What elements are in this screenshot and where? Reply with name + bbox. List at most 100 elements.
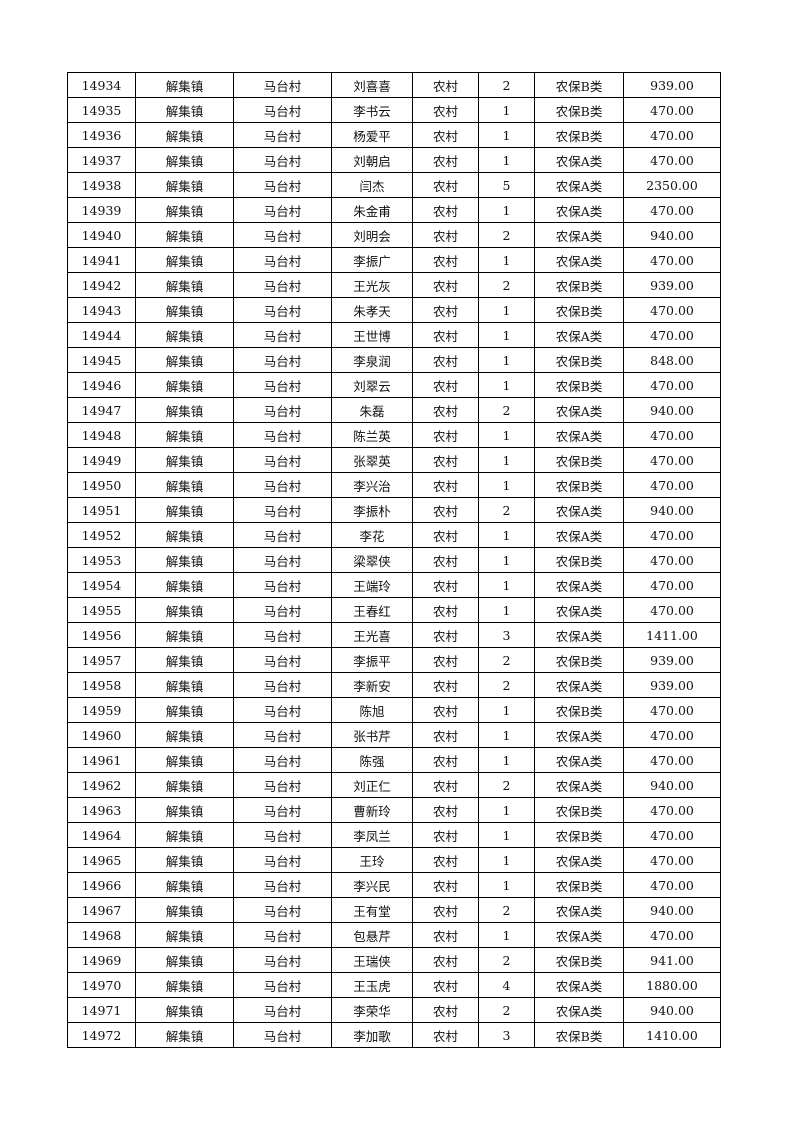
cell-insurance-category: 农保A类: [534, 747, 624, 773]
cell-household-size: 2: [478, 897, 535, 923]
cell-household-size: 3: [478, 622, 535, 648]
cell-household-size: 4: [478, 972, 535, 998]
cell-village: 马台村: [233, 997, 332, 1023]
cell-row-id: 14963: [67, 797, 136, 823]
cell-amount: 939.00: [623, 672, 721, 698]
cell-insurance-category: 农保A类: [534, 922, 624, 948]
cell-household-size: 1: [478, 597, 535, 623]
cell-area-type: 农村: [412, 97, 479, 123]
cell-village: 马台村: [233, 447, 332, 473]
cell-village: 马台村: [233, 397, 332, 423]
cell-amount: 939.00: [623, 647, 721, 673]
table-row: 14969 解集镇 马台村 王瑞侠 农村 2 农保B类 941.00: [67, 947, 721, 973]
cell-name: 李书云: [331, 97, 413, 123]
cell-household-size: 5: [478, 172, 535, 198]
cell-area-type: 农村: [412, 572, 479, 598]
cell-insurance-category: 农保A类: [534, 722, 624, 748]
table-row: 14955 解集镇 马台村 王春红 农村 1 农保A类 470.00: [67, 597, 721, 623]
cell-household-size: 3: [478, 1022, 535, 1048]
table-row: 14938 解集镇 马台村 闫杰 农村 5 农保A类 2350.00: [67, 172, 721, 198]
cell-household-size: 1: [478, 422, 535, 448]
cell-area-type: 农村: [412, 747, 479, 773]
cell-insurance-category: 农保A类: [534, 322, 624, 348]
table-row: 14965 解集镇 马台村 王玲 农村 1 农保A类 470.00: [67, 847, 721, 873]
cell-row-id: 14962: [67, 772, 136, 798]
cell-area-type: 农村: [412, 772, 479, 798]
cell-town: 解集镇: [135, 572, 234, 598]
cell-name: 王玲: [331, 847, 413, 873]
cell-town: 解集镇: [135, 297, 234, 323]
cell-row-id: 14970: [67, 972, 136, 998]
cell-insurance-category: 农保B类: [534, 472, 624, 498]
cell-village: 马台村: [233, 522, 332, 548]
cell-name: 王光灰: [331, 272, 413, 298]
cell-name: 朱金甫: [331, 197, 413, 223]
cell-row-id: 14952: [67, 522, 136, 548]
cell-row-id: 14943: [67, 297, 136, 323]
cell-town: 解集镇: [135, 997, 234, 1023]
cell-insurance-category: 农保A类: [534, 897, 624, 923]
table-body: 14934 解集镇 马台村 刘喜喜 农村 2 农保B类 939.00 14935 解集镇 马台村 李书…: [67, 72, 721, 1048]
cell-row-id: 14950: [67, 472, 136, 498]
cell-town: 解集镇: [135, 672, 234, 698]
cell-amount: 470.00: [623, 422, 721, 448]
cell-household-size: 1: [478, 522, 535, 548]
cell-amount: 1410.00: [623, 1022, 721, 1048]
cell-amount: 939.00: [623, 272, 721, 298]
cell-amount: 470.00: [623, 572, 721, 598]
cell-row-id: 14951: [67, 497, 136, 523]
cell-name: 刘正仁: [331, 772, 413, 798]
cell-town: 解集镇: [135, 322, 234, 348]
cell-amount: 940.00: [623, 997, 721, 1023]
table-row: 14966 解集镇 马台村 李兴民 农村 1 农保B类 470.00: [67, 872, 721, 898]
cell-household-size: 2: [478, 997, 535, 1023]
table-row: 14962 解集镇 马台村 刘正仁 农村 2 农保A类 940.00: [67, 772, 721, 798]
cell-name: 李兴民: [331, 872, 413, 898]
cell-insurance-category: 农保A类: [534, 397, 624, 423]
cell-area-type: 农村: [412, 147, 479, 173]
cell-insurance-category: 农保A类: [534, 597, 624, 623]
cell-row-id: 14961: [67, 747, 136, 773]
cell-amount: 470.00: [623, 722, 721, 748]
table-row: 14959 解集镇 马台村 陈旭 农村 1 农保B类 470.00: [67, 697, 721, 723]
cell-row-id: 14940: [67, 222, 136, 248]
table-row: 14950 解集镇 马台村 李兴治 农村 1 农保B类 470.00: [67, 472, 721, 498]
cell-area-type: 农村: [412, 247, 479, 273]
cell-name: 李振朴: [331, 497, 413, 523]
cell-village: 马台村: [233, 722, 332, 748]
cell-insurance-category: 农保A类: [534, 972, 624, 998]
cell-town: 解集镇: [135, 822, 234, 848]
cell-amount: 470.00: [623, 122, 721, 148]
cell-amount: 470.00: [623, 297, 721, 323]
table-row: 14960 解集镇 马台村 张书芹 农村 1 农保A类 470.00: [67, 722, 721, 748]
cell-area-type: 农村: [412, 1022, 479, 1048]
cell-amount: 470.00: [623, 872, 721, 898]
cell-town: 解集镇: [135, 922, 234, 948]
cell-village: 马台村: [233, 1022, 332, 1048]
cell-name: 王世博: [331, 322, 413, 348]
cell-household-size: 1: [478, 347, 535, 373]
cell-town: 解集镇: [135, 722, 234, 748]
cell-household-size: 1: [478, 572, 535, 598]
cell-amount: 939.00: [623, 72, 721, 98]
table-row: 14936 解集镇 马台村 杨爱平 农村 1 农保B类 470.00: [67, 122, 721, 148]
cell-area-type: 农村: [412, 122, 479, 148]
cell-village: 马台村: [233, 922, 332, 948]
cell-village: 马台村: [233, 497, 332, 523]
cell-insurance-category: 农保B类: [534, 372, 624, 398]
table-row: 14949 解集镇 马台村 张翠英 农村 1 农保B类 470.00: [67, 447, 721, 473]
cell-row-id: 14946: [67, 372, 136, 398]
cell-town: 解集镇: [135, 247, 234, 273]
cell-town: 解集镇: [135, 897, 234, 923]
cell-row-id: 14971: [67, 997, 136, 1023]
cell-town: 解集镇: [135, 372, 234, 398]
cell-household-size: 1: [478, 822, 535, 848]
cell-amount: 941.00: [623, 947, 721, 973]
cell-name: 张翠英: [331, 447, 413, 473]
cell-area-type: 农村: [412, 872, 479, 898]
cell-village: 马台村: [233, 872, 332, 898]
cell-village: 马台村: [233, 322, 332, 348]
cell-area-type: 农村: [412, 722, 479, 748]
cell-village: 马台村: [233, 472, 332, 498]
cell-name: 王春红: [331, 597, 413, 623]
